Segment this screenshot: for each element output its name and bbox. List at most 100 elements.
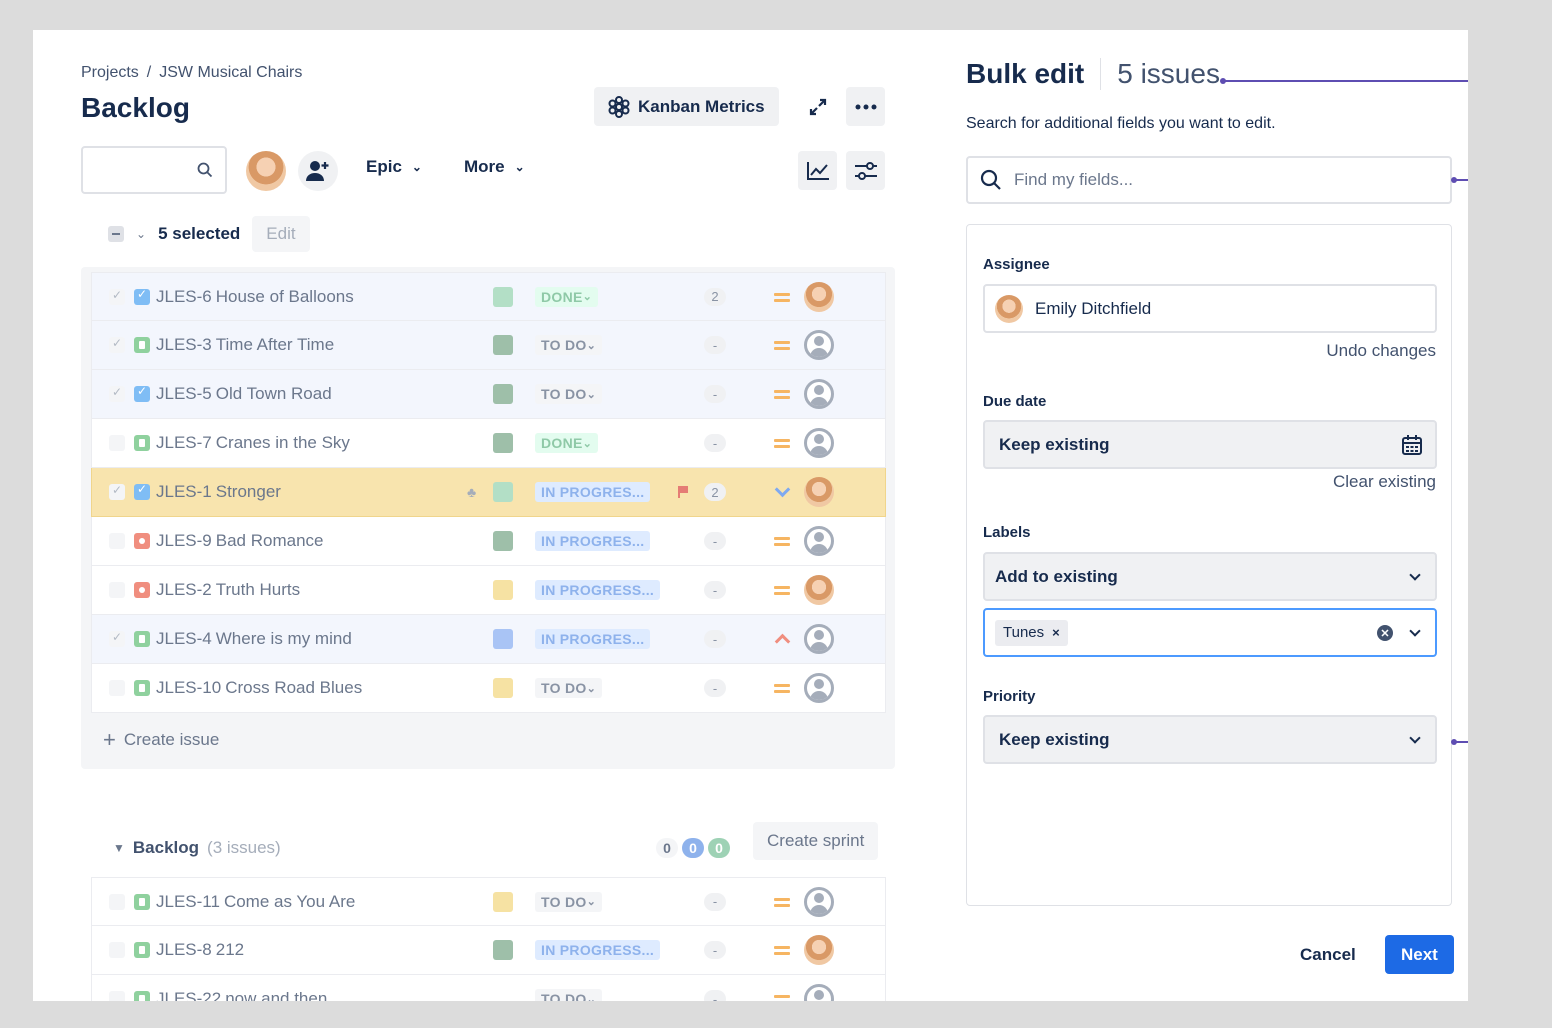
issue-checkbox[interactable] [109,680,125,696]
more-filter-dropdown[interactable]: More ⌄ [464,157,525,177]
unassigned-avatar-icon[interactable] [804,379,834,409]
issue-key[interactable]: JLES-4 [156,629,212,648]
clear-icon[interactable]: ✕ [1377,625,1393,641]
status-lozenge[interactable]: IN PROGRESS... [535,940,661,960]
issue-key[interactable]: JLES-7 [156,433,212,452]
issue-key[interactable]: JLES-22 [156,989,222,1001]
user-avatar-filter[interactable] [246,151,286,191]
add-people-button[interactable] [298,151,338,191]
assignee-avatar[interactable] [804,281,834,312]
next-button[interactable]: Next [1385,935,1454,974]
assignee-avatar[interactable] [804,935,834,965]
view-settings-button[interactable] [846,151,885,190]
status-lozenge[interactable]: TO DO ⌄ [535,335,603,355]
unassigned-avatar-icon[interactable] [804,330,834,360]
issue-checkbox[interactable] [109,630,125,647]
create-issue-button[interactable]: + Create issue [103,727,219,753]
epic-filter-dropdown[interactable]: Epic ⌄ [366,157,422,177]
issue-checkbox[interactable] [109,582,125,598]
remove-tag-icon[interactable]: × [1052,625,1060,640]
assignee-avatar[interactable] [804,477,834,507]
issue-summary[interactable]: Come as You Are [223,891,356,911]
more-actions-button[interactable] [846,87,885,126]
issue-checkbox[interactable] [109,991,125,1001]
issue-summary[interactable]: House of Balloons [215,286,354,306]
labels-input[interactable]: Tunes × ✕ [983,608,1437,657]
priority-dropdown[interactable]: Keep existing [983,715,1437,764]
issue-key[interactable]: JLES-3 [156,335,212,354]
issue-checkbox[interactable] [109,942,125,958]
issue-summary[interactable]: Time After Time [215,335,335,354]
issue-row[interactable]: JLES-22 now and then TO DO ⌄ - [91,975,886,1001]
insights-button[interactable] [798,151,837,190]
unassigned-avatar-icon[interactable] [804,428,834,458]
issue-summary[interactable]: Where is my mind [215,629,352,648]
unassigned-avatar-icon[interactable] [804,526,834,556]
unassigned-avatar-icon[interactable] [804,673,834,703]
issue-key[interactable]: JLES-8 [156,940,212,959]
issue-summary[interactable]: 212 [215,940,245,959]
issue-summary[interactable]: Stronger [215,482,281,501]
unassigned-avatar-icon[interactable] [804,886,834,917]
clear-existing-link[interactable]: Clear existing [1333,472,1436,491]
labels-mode-dropdown[interactable]: Add to existing [983,552,1437,601]
unassigned-avatar-icon[interactable] [804,624,834,654]
issue-key[interactable]: JLES-5 [156,384,212,403]
issue-summary[interactable]: Cranes in the Sky [215,433,350,452]
issue-checkbox[interactable] [109,385,125,402]
issue-checkbox[interactable] [109,533,125,549]
assignee-field[interactable]: Emily Ditchfield [983,284,1437,333]
breadcrumb-project-link[interactable]: JSW Musical Chairs [159,64,303,81]
issue-summary[interactable]: Truth Hurts [215,580,301,599]
issue-row[interactable]: JLES-10 Cross Road Blues TO DO ⌄ - [91,664,886,713]
status-lozenge[interactable]: TO DO ⌄ [535,384,603,404]
status-lozenge[interactable]: TO DO ⌄ [535,678,603,698]
issue-row[interactable]: JLES-11 Come as You Are TO DO ⌄ - [91,877,886,926]
status-lozenge[interactable]: IN PROGRESS... [535,580,661,600]
issue-summary[interactable]: Cross Road Blues [225,678,363,697]
status-lozenge[interactable]: IN PROGRES... [535,629,651,649]
due-date-field[interactable]: Keep existing [983,420,1437,469]
issue-row[interactable]: JLES-9 Bad Romance IN PROGRES... - [91,517,886,566]
issue-summary[interactable]: Old Town Road [215,384,332,403]
issue-summary[interactable]: now and then [225,989,328,1001]
issue-checkbox[interactable] [109,336,125,353]
status-lozenge[interactable]: TO DO ⌄ [535,891,603,912]
issue-row[interactable]: JLES-8 212 IN PROGRESS... - [91,926,886,975]
undo-changes-link[interactable]: Undo changes [1326,341,1436,360]
issue-key[interactable]: JLES-2 [156,580,212,599]
create-sprint-button[interactable]: Create sprint [753,822,879,860]
fullscreen-button[interactable] [798,87,837,126]
issue-summary[interactable]: Bad Romance [215,531,324,550]
breadcrumb-projects-link[interactable]: Projects [81,64,139,81]
edit-button[interactable]: Edit [252,216,310,252]
kanban-metrics-button[interactable]: Kanban Metrics [594,87,779,126]
issue-checkbox[interactable] [109,893,125,910]
issue-key[interactable]: JLES-6 [156,286,212,306]
status-lozenge[interactable]: IN PROGRES... [535,531,651,551]
issue-row[interactable]: JLES-2 Truth Hurts IN PROGRESS... - [91,566,886,615]
status-lozenge[interactable]: TO DO ⌄ [535,989,603,1001]
field-search-input[interactable]: Find my fields... [966,156,1452,204]
issue-key[interactable]: JLES-10 [156,678,222,697]
select-all-checkbox[interactable] [108,226,124,242]
chevron-down-icon[interactable]: ⌄ [136,227,147,241]
issue-key[interactable]: JLES-9 [156,531,212,550]
backlog-search-input[interactable] [81,146,227,194]
chevron-down-icon[interactable]: ▼ [113,841,125,855]
issue-checkbox[interactable] [109,435,125,451]
status-lozenge[interactable]: DONE ⌄ [535,286,599,307]
chevron-down-icon[interactable] [1409,625,1421,637]
unassigned-avatar-icon[interactable] [804,984,834,1001]
assignee-avatar[interactable] [804,575,834,605]
issue-checkbox[interactable] [109,483,125,500]
calendar-icon[interactable] [1401,434,1423,456]
issue-key[interactable]: JLES-1 [156,482,212,501]
issue-key[interactable]: JLES-11 [156,891,220,911]
cancel-button[interactable]: Cancel [1300,944,1356,964]
